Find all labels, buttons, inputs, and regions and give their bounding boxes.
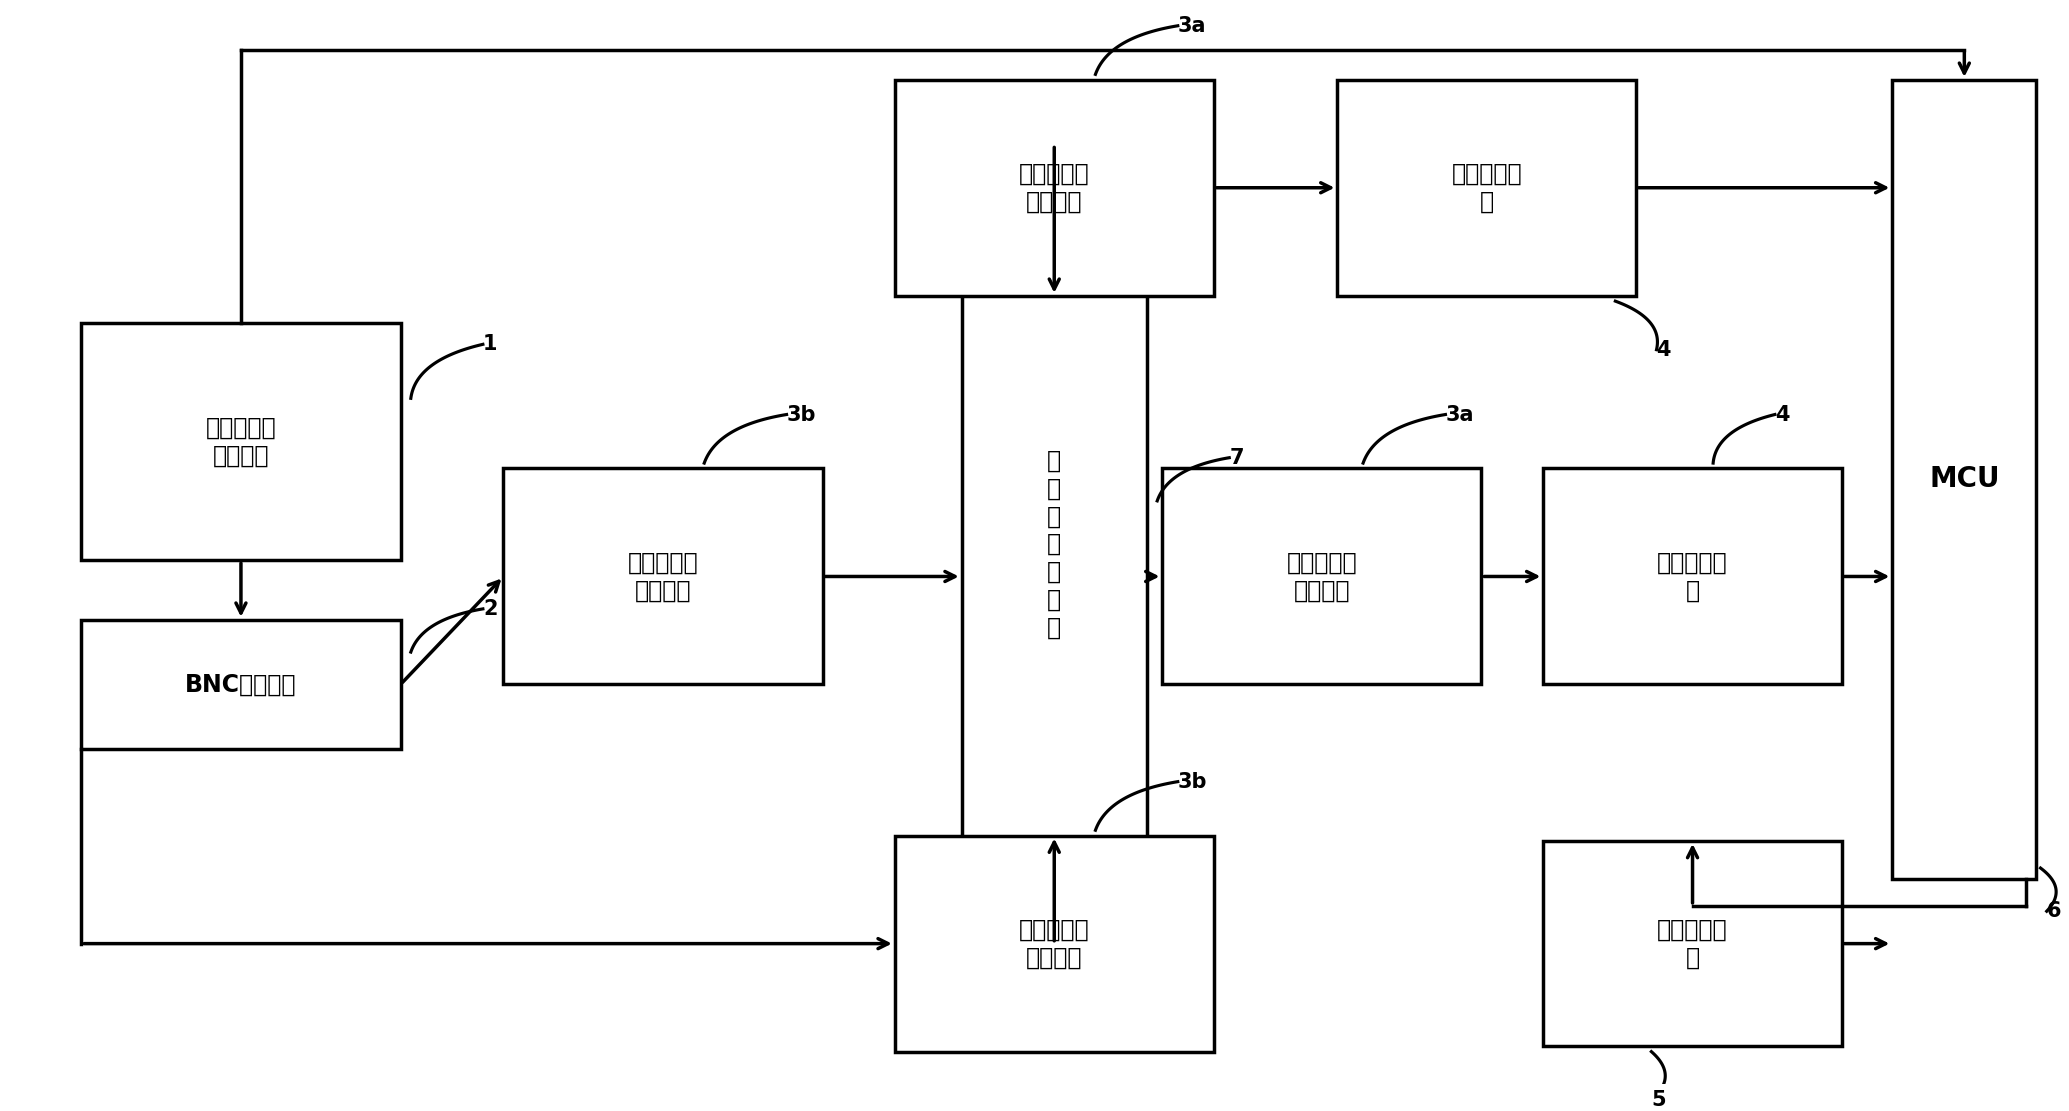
Text: 3a: 3a — [1177, 16, 1206, 36]
Text: 3b: 3b — [1177, 772, 1208, 792]
Text: 超声脉冲发
射接收仪: 超声脉冲发 射接收仪 — [205, 416, 277, 468]
Text: 放大整形电
路: 放大整形电 路 — [1657, 551, 1728, 602]
Bar — [1163, 469, 1481, 684]
Text: 3b: 3b — [786, 404, 815, 424]
Text: 1: 1 — [482, 334, 497, 354]
Text: 7: 7 — [1229, 448, 1243, 468]
Text: MCU: MCU — [1928, 466, 1999, 493]
Text: BNC三通接头: BNC三通接头 — [186, 672, 296, 697]
Text: 3a: 3a — [1446, 404, 1473, 424]
Text: 6: 6 — [2046, 901, 2061, 921]
Text: 5: 5 — [1651, 1090, 1666, 1110]
Bar — [81, 620, 401, 749]
Bar — [1337, 80, 1637, 296]
Bar — [1893, 80, 2036, 879]
Bar — [81, 322, 401, 560]
Bar — [962, 144, 1146, 943]
Text: 4: 4 — [1657, 340, 1672, 360]
Text: 人机交互模
块: 人机交互模 块 — [1657, 918, 1728, 970]
Text: 超声换能器
（发射）: 超声换能器 （发射） — [1018, 918, 1090, 970]
Text: 放大整形电
路: 放大整形电 路 — [1450, 162, 1523, 213]
Bar — [1543, 469, 1841, 684]
Bar — [1543, 841, 1841, 1047]
Bar — [894, 80, 1215, 296]
Text: 超
声
仿
组
织
模
体: 超 声 仿 组 织 模 体 — [1047, 449, 1061, 640]
Text: 超声换能器
（接收）: 超声换能器 （接收） — [1018, 162, 1090, 213]
Bar — [894, 835, 1215, 1052]
Text: 4: 4 — [1775, 404, 1790, 424]
Text: 超声换能器
（接收）: 超声换能器 （接收） — [1287, 551, 1357, 602]
Text: 超声换能器
（发射）: 超声换能器 （发射） — [627, 551, 699, 602]
Bar — [503, 469, 823, 684]
Text: 2: 2 — [482, 599, 497, 619]
